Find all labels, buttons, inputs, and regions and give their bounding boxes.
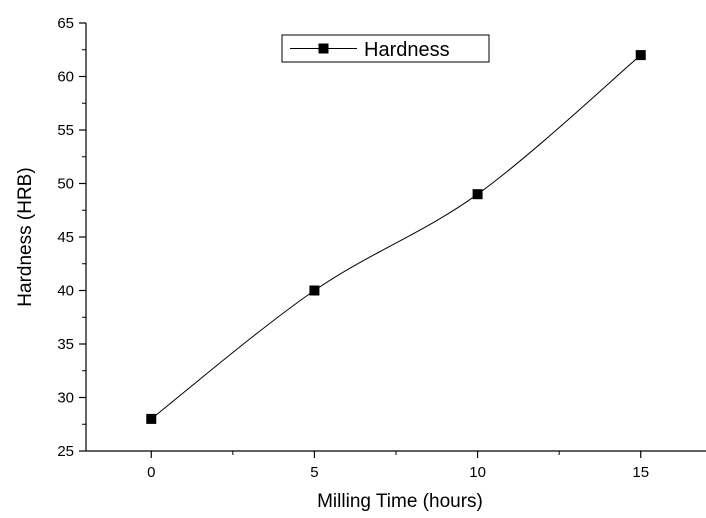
- y-tick-label: 25: [57, 443, 74, 460]
- plot-frame: [85, 23, 706, 452]
- x-axis-title: Milling Time (hours): [317, 491, 483, 512]
- y-tick-label: 30: [57, 390, 74, 407]
- x-tick-label: 5: [310, 464, 318, 481]
- y-tick-label: 65: [57, 15, 74, 32]
- x-tick-label: 10: [469, 464, 486, 481]
- x-tick-label: 15: [632, 464, 649, 481]
- legend-marker: [318, 43, 329, 54]
- y-axis: 25 30 35 40 45 50 55 60 65: [57, 15, 86, 460]
- y-axis-title: Hardness (HRB): [15, 167, 36, 306]
- y-tick-label: 55: [57, 122, 74, 139]
- y-tick-label: 45: [57, 229, 74, 246]
- x-tick-label: 0: [147, 464, 155, 481]
- series-layer: [146, 50, 646, 424]
- data-point: [309, 285, 320, 296]
- x-axis: 0 5 10 15: [147, 451, 649, 481]
- data-point: [146, 413, 157, 424]
- legend-label-hardness: Hardness: [364, 39, 450, 61]
- y-tick-label: 40: [57, 283, 74, 300]
- y-tick-label: 50: [57, 176, 74, 193]
- data-point: [635, 50, 646, 61]
- series-line-hardness: [150, 54, 642, 420]
- data-point: [472, 189, 483, 200]
- legend: Hardness: [281, 34, 490, 63]
- y-tick-label: 60: [57, 69, 74, 86]
- y-tick-label: 35: [57, 336, 74, 353]
